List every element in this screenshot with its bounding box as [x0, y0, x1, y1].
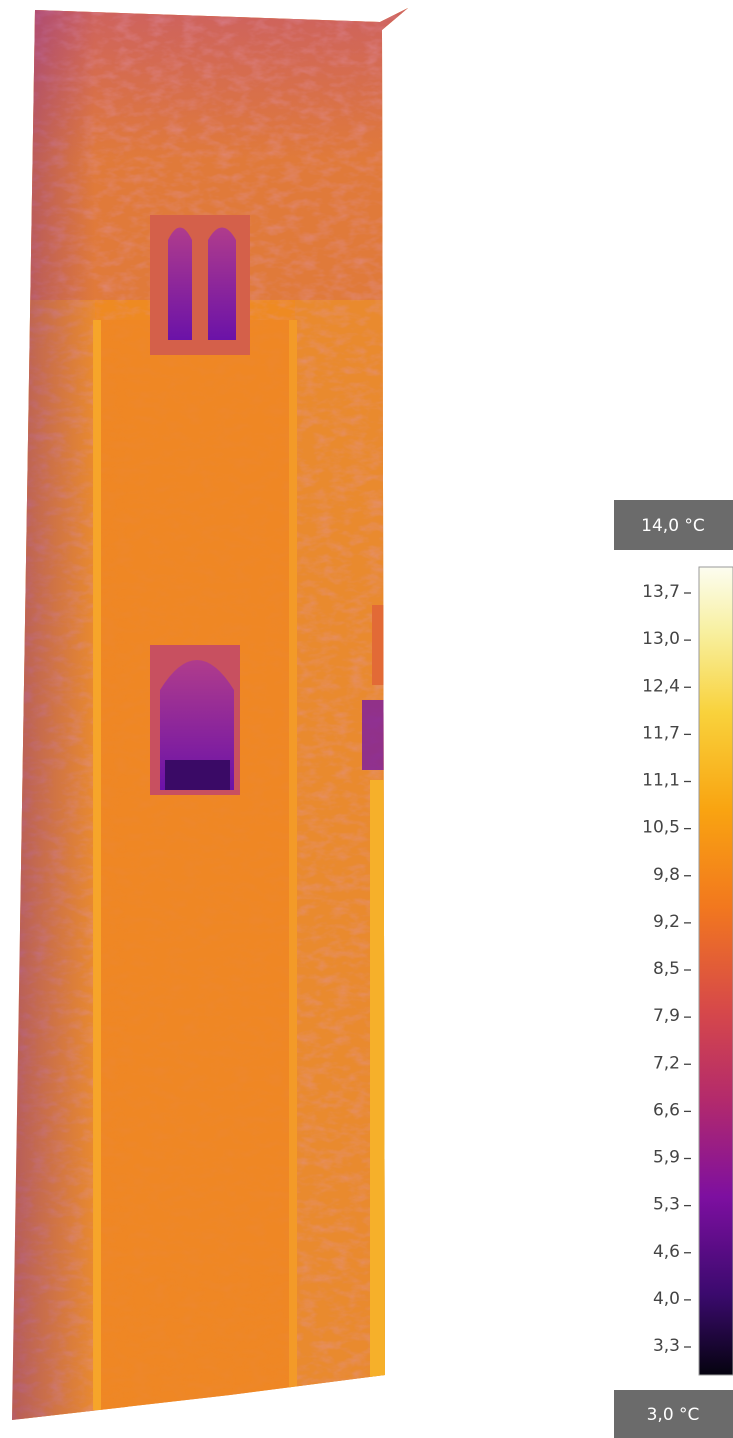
tick-label: 13,7: [642, 582, 680, 602]
tick-group: 13,7 13,0 12,4 11,7 11,1 10,5 9,8 9,2 8,5 7,9 7,2 6…: [642, 582, 691, 1356]
tick-label: 5,3: [653, 1195, 680, 1215]
color-bar: [699, 567, 733, 1375]
thermal-view: 14,0 °C 13,7 13,0 12,4 11,7 11,1 10,5 9,8 9,2 8,…: [0, 0, 733, 1438]
tick-label: 7,2: [653, 1053, 680, 1073]
color-scale: 14,0 °C 13,7 13,0 12,4 11,7 11,1 10,5 9,8 9,2 8,…: [614, 500, 733, 1438]
page: Thermal image {"scale": {"max": "14,0 °C…: [0, 0, 733, 1438]
thermal-image: [0, 0, 410, 1430]
tick-label: 4,6: [653, 1242, 680, 1262]
tick-label: 8,5: [653, 959, 680, 979]
tick-label: 9,8: [653, 865, 680, 885]
tick-label: 3,3: [653, 1336, 680, 1356]
body: 14,0 °C 13,7 13,0 12,4 11,7 11,1 10,5 9,8 9,2 8,…: [0, 0, 733, 1438]
tick-label: 5,9: [653, 1148, 680, 1168]
tick-label: 10,5: [642, 818, 680, 838]
tick-label: 11,1: [642, 771, 680, 791]
tick-label: 13,0: [642, 629, 680, 649]
tick-label: 4,0: [653, 1289, 680, 1309]
tick-label: 9,2: [653, 912, 680, 932]
tick-label: 11,7: [642, 723, 680, 743]
min-label: 3,0 °C: [647, 1405, 700, 1425]
tick-label: 7,9: [653, 1006, 680, 1026]
max-label: 14,0 °C: [641, 516, 705, 536]
tick-label: 12,4: [642, 676, 680, 696]
tick-label: 6,6: [653, 1100, 680, 1120]
